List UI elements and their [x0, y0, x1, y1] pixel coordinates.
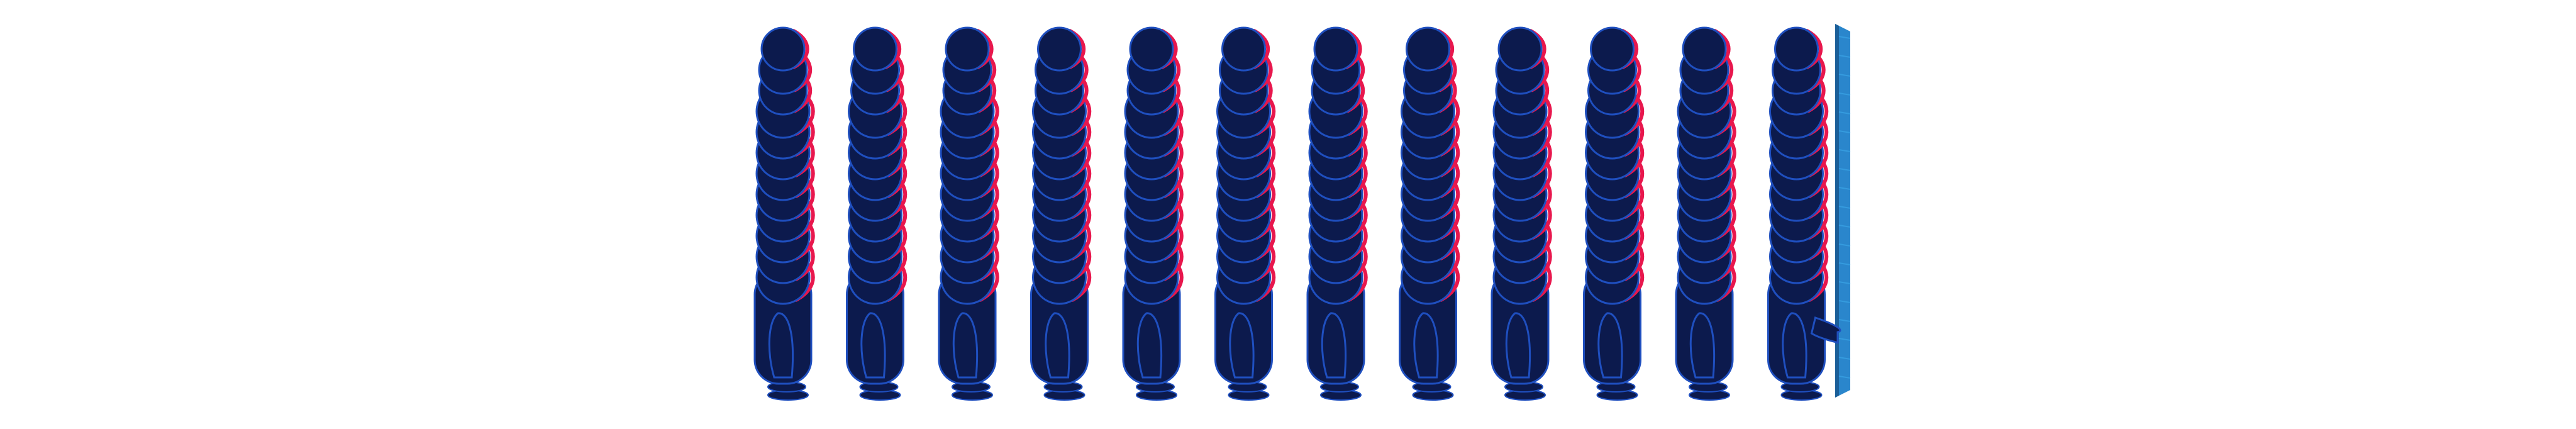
door-stripe: [1838, 376, 1851, 379]
head: [1497, 26, 1543, 72]
door-stripe: [1838, 168, 1851, 171]
head: [760, 26, 806, 72]
door-stripe: [1838, 206, 1851, 209]
head: [945, 26, 990, 72]
door-stripe: [1838, 300, 1851, 303]
door-stripe: [1838, 281, 1851, 284]
person-figure-4: [1030, 26, 1092, 401]
head: [1774, 26, 1819, 72]
door-edge: [1835, 24, 1839, 398]
arm: [1321, 312, 1347, 379]
head: [1590, 26, 1635, 72]
head: [853, 26, 897, 72]
arm: [1136, 312, 1163, 379]
door-stripe: [1838, 357, 1851, 360]
head: [1313, 26, 1358, 72]
head: [1129, 26, 1174, 72]
reaching-hand: [1810, 316, 1841, 344]
arm: [1689, 312, 1716, 379]
person-figure-6: [1214, 26, 1276, 401]
door-stripe: [1838, 243, 1851, 247]
arm: [1413, 312, 1439, 379]
door-stripe: [1838, 36, 1851, 39]
person-figure-2: [846, 26, 908, 401]
arm: [952, 312, 979, 379]
door-stripe: [1838, 55, 1851, 58]
person-figure-8: [1399, 26, 1460, 401]
person-figure-12: [1767, 26, 1829, 401]
door-stripe: [1838, 262, 1851, 265]
head: [1406, 26, 1450, 72]
arm: [1045, 312, 1070, 379]
head: [1221, 26, 1266, 72]
person-figure-9: [1491, 26, 1552, 401]
arm: [768, 312, 794, 379]
door-stripe: [1838, 149, 1851, 152]
door-stripe: [1838, 92, 1851, 96]
door-stripe: [1838, 187, 1851, 190]
arm: [1782, 312, 1807, 379]
head: [1682, 26, 1727, 72]
door-stripe: [1838, 338, 1851, 341]
glass-door-panel: [1835, 24, 1851, 398]
door-stripe: [1838, 225, 1851, 228]
head: [1037, 26, 1082, 72]
arm: [1597, 312, 1623, 379]
arm: [1505, 312, 1531, 379]
person-figure-3: [938, 26, 999, 401]
arm: [860, 312, 886, 379]
person-figure-1: [753, 26, 815, 401]
door-stripe: [1838, 130, 1851, 133]
door-stripe: [1838, 111, 1851, 114]
person-figure-5: [1122, 26, 1184, 401]
arm: [1229, 312, 1255, 379]
door-stripe: [1838, 319, 1851, 322]
person-figure-11: [1675, 26, 1736, 401]
door-stripe: [1838, 74, 1851, 77]
person-figure-10: [1583, 26, 1645, 401]
person-figure-7: [1306, 26, 1368, 401]
